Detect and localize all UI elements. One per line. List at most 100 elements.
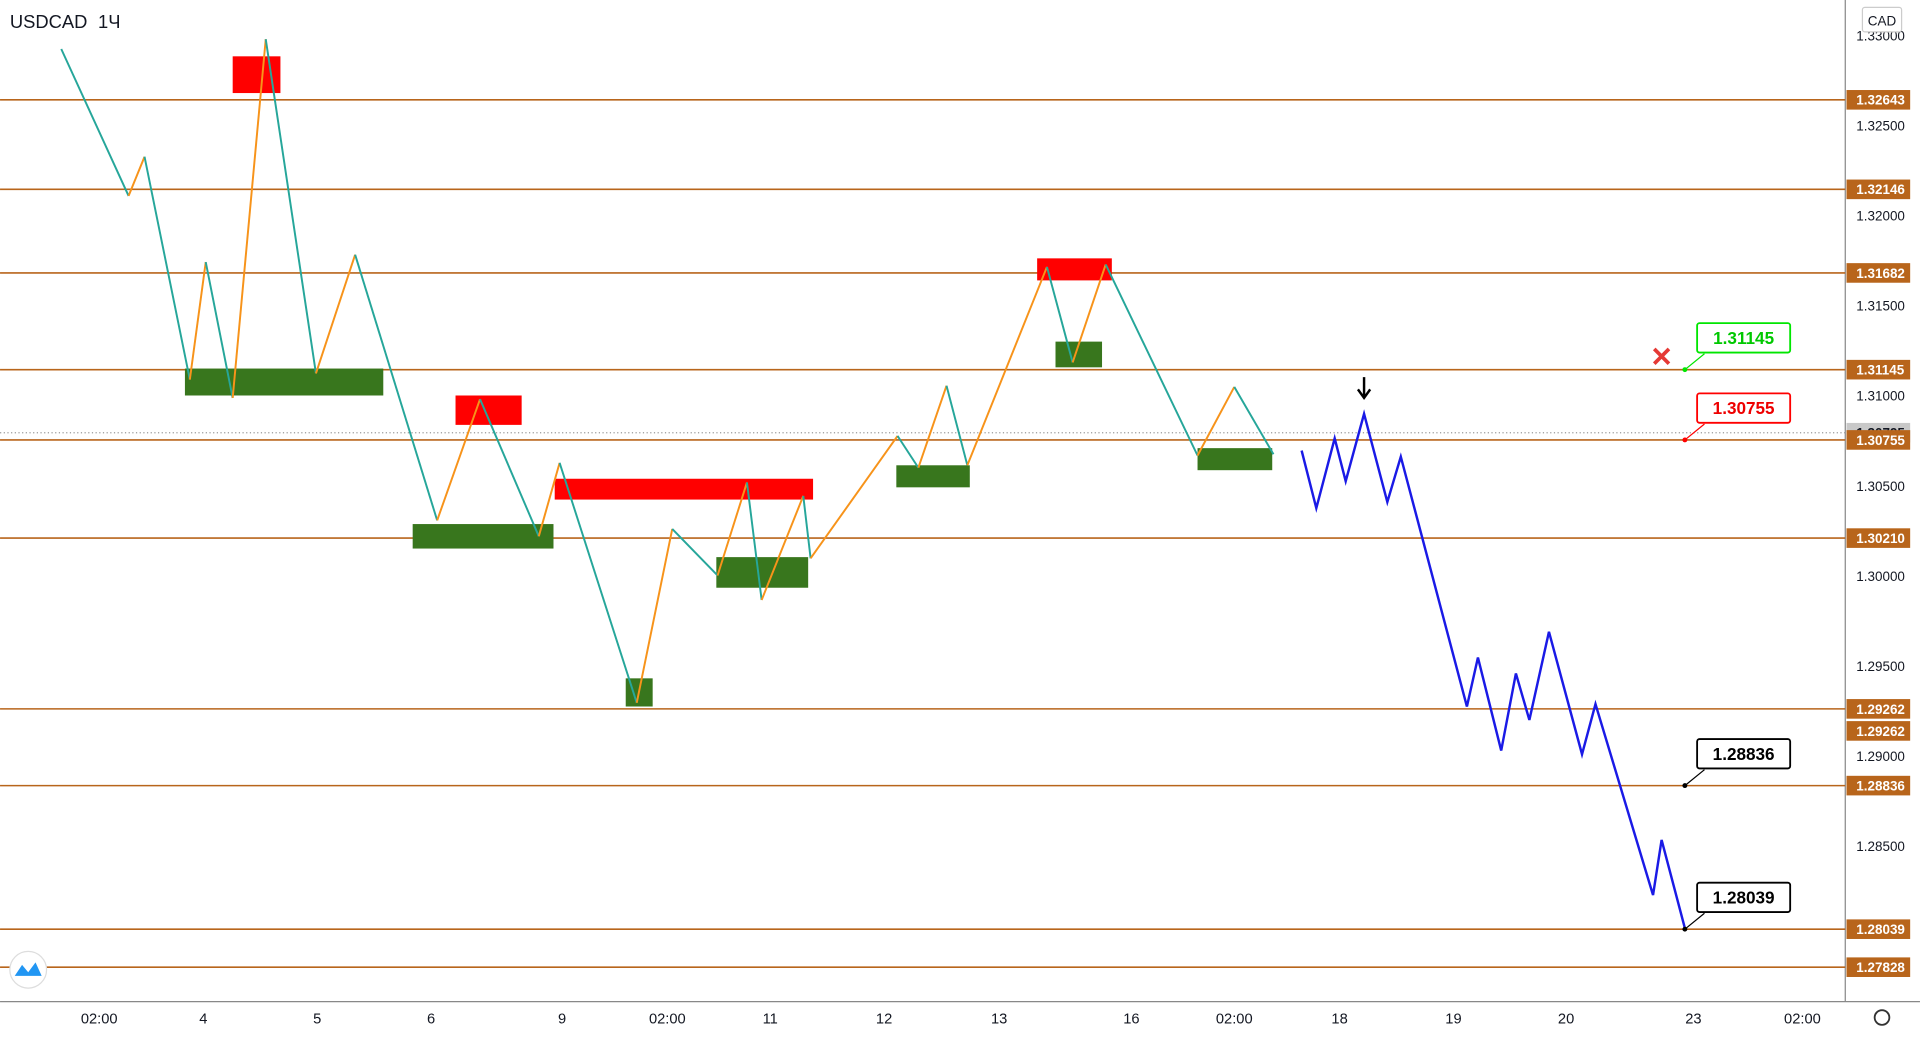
level-label-bg: [1846, 430, 1911, 450]
zigzag: [60, 39, 1275, 704]
zigzag-up: [635, 528, 674, 704]
level-label: 1.30210: [1856, 531, 1905, 546]
zigzag-down: [745, 482, 763, 601]
time-tick-label: 13: [991, 1012, 1007, 1028]
zigzag-down: [204, 261, 234, 399]
time-tick-label: 4: [199, 1012, 207, 1028]
levels: [0, 99, 1846, 968]
demand-zone: [896, 465, 970, 488]
zigzag-up: [436, 398, 481, 521]
callout-anchor: [1682, 367, 1688, 373]
level-label: 1.30755: [1856, 433, 1905, 448]
zigzag-up: [1196, 386, 1236, 456]
cross-mark: [1652, 347, 1671, 365]
level-label: 1.28836: [1856, 779, 1905, 794]
zones: [184, 56, 1273, 707]
time-tick-label: 16: [1123, 1012, 1139, 1028]
time-ticks: 02:00 4 5 6 9 02:00 11 12 13 16 02:00 18 19 20 23 02:00: [81, 1012, 1821, 1028]
demand-zone: [412, 524, 554, 549]
time-tick-label: 02:00: [1784, 1012, 1821, 1028]
level-label-bg: [1846, 699, 1911, 719]
zigzag-up: [917, 385, 948, 469]
zigzag-up: [966, 266, 1048, 466]
level-label: 1.31682: [1856, 266, 1905, 281]
price-tick-label: 1.29000: [1856, 749, 1905, 764]
callout-pointer: [1684, 769, 1705, 787]
level-label: 1.29262: [1856, 702, 1905, 717]
zigzag-down: [1233, 386, 1275, 455]
time-tick-label: 20: [1558, 1012, 1574, 1028]
price-tick-label: 1.31000: [1856, 389, 1905, 404]
level-label-bg: [1846, 919, 1911, 939]
zigzag-down: [1045, 266, 1074, 363]
level-label: 1.32643: [1856, 93, 1905, 108]
price-tick-label: 1.29500: [1856, 659, 1905, 674]
callout-anchor: [1682, 437, 1688, 443]
zigzag-down: [945, 385, 969, 466]
level-label: 1.28039: [1856, 922, 1905, 937]
supply-zone: [1037, 258, 1112, 281]
price-tick-label: 1.32000: [1856, 209, 1905, 224]
price-tick-label: 1.28500: [1856, 839, 1905, 854]
callout-pointer: [1684, 353, 1705, 371]
zigzag-up: [760, 495, 805, 601]
time-tick-label: 02:00: [649, 1012, 686, 1028]
zigzag-up: [127, 156, 146, 197]
zigzag-up: [1071, 264, 1107, 363]
time-tick-label: 5: [313, 1012, 321, 1028]
time-tick-label: 23: [1685, 1012, 1701, 1028]
level-label: 1.29262: [1856, 724, 1905, 739]
callout-label: 1.28039: [1713, 887, 1775, 907]
settings-icon[interactable]: [1873, 1009, 1891, 1026]
price-tick-label: 1.32500: [1856, 118, 1905, 133]
zigzag-down: [1104, 264, 1199, 456]
time-tick-label: 9: [558, 1012, 566, 1028]
callout-anchor: [1682, 783, 1688, 789]
time-tick-label: 18: [1331, 1012, 1347, 1028]
zigzag-up: [537, 462, 561, 537]
level-label-bg: [1846, 179, 1911, 200]
zigzag-down: [479, 398, 540, 537]
callout-pointer: [1684, 423, 1705, 441]
callout-box: [1696, 881, 1792, 913]
price-ticks: 1.330001.325001.320001.315001.310001.305…: [1846, 28, 1911, 977]
level-label-bg: [1846, 957, 1911, 977]
time-tick-label: 02:00: [1216, 1012, 1253, 1028]
callouts: 1.31145 1.30755 1.28836 1.28039: [1682, 322, 1792, 932]
price-tick-label: 1.30000: [1856, 569, 1905, 584]
demand-zone: [716, 557, 809, 588]
callout-label: 1.30755: [1713, 398, 1775, 418]
projection-path: [1300, 409, 1687, 929]
callout-box: [1696, 392, 1792, 424]
level-label-bg: [1846, 263, 1911, 283]
zigzag-down: [143, 156, 191, 380]
supply-zone: [554, 478, 814, 500]
callout-label: 1.28836: [1713, 744, 1775, 764]
time-tick-label: 6: [427, 1012, 435, 1028]
callout-box: [1696, 738, 1792, 770]
interval: 1Ч: [98, 11, 120, 32]
zigzag-down: [671, 528, 719, 577]
demand-zone: [184, 368, 384, 396]
zigzag-up: [716, 482, 748, 576]
price-axis-bg: [1845, 0, 1920, 1042]
currency-box[interactable]: [1861, 6, 1903, 33]
level-label-bg: [1846, 775, 1911, 796]
logo[interactable]: [9, 950, 48, 989]
demand-zone: [1197, 448, 1273, 471]
level-label: 1.27828: [1856, 960, 1905, 975]
callout-pointer: [1684, 912, 1705, 930]
level-label: 1.32146: [1856, 182, 1905, 197]
level-label-bg: [1846, 721, 1911, 741]
time-tick-label: 19: [1445, 1012, 1461, 1028]
callout-label: 1.31145: [1713, 328, 1774, 348]
currency: CAD: [1868, 14, 1897, 29]
level-label: 1.31145: [1856, 363, 1904, 378]
level-label-bg: [1846, 528, 1911, 548]
callout-anchor: [1682, 926, 1688, 932]
zigzag-down: [802, 495, 812, 559]
zigzag-up: [315, 254, 357, 374]
price-tick-label: 1.31500: [1856, 299, 1905, 314]
zigzag-down: [354, 254, 439, 521]
zigzag-down: [558, 462, 638, 704]
